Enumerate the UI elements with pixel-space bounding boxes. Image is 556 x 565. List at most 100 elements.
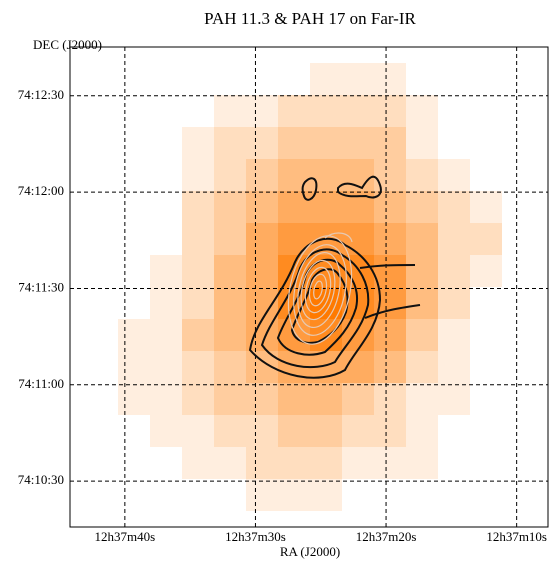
- contour: [324, 232, 353, 243]
- heatmap-cell: [214, 287, 246, 319]
- heatmap-cell: [150, 287, 182, 319]
- heatmap-cell: [438, 191, 470, 223]
- heatmap-cell: [246, 415, 278, 447]
- heatmap-cell: [470, 223, 502, 255]
- heatmap-cell: [182, 319, 214, 351]
- heatmap-cell: [374, 159, 406, 191]
- heatmap-cell: [342, 127, 374, 159]
- contour: [260, 248, 370, 369]
- heatmap-cell: [310, 95, 342, 127]
- heatmap-cell: [310, 159, 342, 191]
- heatmap-cell: [182, 415, 214, 447]
- heatmap-cell: [310, 127, 342, 159]
- heatmap-cell: [246, 95, 278, 127]
- x-tick-label: 12h37m20s: [356, 529, 417, 544]
- heatmap-cell: [374, 415, 406, 447]
- heatmap-cell: [150, 319, 182, 351]
- heatmap-cell: [278, 159, 310, 191]
- heatmap-cell: [278, 223, 310, 255]
- heatmap-cell: [214, 127, 246, 159]
- heatmap-cell: [118, 351, 150, 383]
- x-tick-label: 12h37m10s: [486, 529, 547, 544]
- heatmap-cell: [182, 127, 214, 159]
- contour: [308, 273, 328, 307]
- heatmap-cell: [214, 383, 246, 415]
- contour: [364, 304, 421, 319]
- x-axis-label: RA (J2000): [280, 544, 340, 559]
- heatmap-cell: [246, 159, 278, 191]
- contour: [313, 280, 323, 300]
- heatmap-cell: [214, 223, 246, 255]
- heatmap-cell: [310, 415, 342, 447]
- contours-light: [287, 232, 353, 345]
- heatmap-cell: [278, 127, 310, 159]
- heatmap-cell: [438, 351, 470, 383]
- heatmap-cell: [118, 383, 150, 415]
- heatmap-cell: [182, 159, 214, 191]
- y-tick-label: 74:12:00: [18, 183, 64, 198]
- heatmap-cell: [278, 479, 310, 511]
- plot-frame: [69, 46, 549, 528]
- heatmap-cell: [182, 223, 214, 255]
- heatmap-cell: [246, 383, 278, 415]
- y-tick-label: 74:11:30: [18, 279, 64, 294]
- heatmap-cell: [374, 191, 406, 223]
- heatmap-cell: [374, 255, 406, 287]
- heatmap-cell: [406, 159, 438, 191]
- heatmap-cell: [406, 127, 438, 159]
- heatmap-cell: [214, 351, 246, 383]
- heatmap-cell: [310, 383, 342, 415]
- contour: [337, 175, 382, 199]
- heatmap-cell: [342, 63, 374, 95]
- heatmap-cell: [342, 95, 374, 127]
- heatmap-cell: [438, 319, 470, 351]
- heatmap-cell: [246, 191, 278, 223]
- y-tick-label: 74:10:30: [18, 472, 64, 487]
- heatmap-cell: [406, 351, 438, 383]
- contour: [301, 177, 318, 201]
- heatmap-cell: [374, 383, 406, 415]
- x-tick-label: 12h37m40s: [95, 529, 156, 544]
- heatmap-cell: [438, 255, 470, 287]
- heatmap: [118, 63, 502, 511]
- heatmap-cell: [182, 351, 214, 383]
- heatmap-cell: [182, 191, 214, 223]
- heatmap-cell: [374, 63, 406, 95]
- heatmap-cell: [182, 447, 214, 479]
- heatmap-cell: [278, 447, 310, 479]
- heatmap-cell: [150, 383, 182, 415]
- heatmap-cell: [374, 223, 406, 255]
- heatmap-cell: [214, 159, 246, 191]
- heatmap-cell: [406, 191, 438, 223]
- heatmap-cell: [374, 95, 406, 127]
- heatmap-cell: [374, 351, 406, 383]
- contour: [293, 244, 347, 336]
- heatmap-cell: [406, 255, 438, 287]
- contour: [248, 237, 382, 379]
- heatmap-cell: [406, 223, 438, 255]
- heatmap-cell: [438, 223, 470, 255]
- heatmap-cell: [310, 447, 342, 479]
- heatmap-cell: [374, 447, 406, 479]
- heatmap-cell: [278, 95, 310, 127]
- heatmap-cell: [182, 255, 214, 287]
- x-tick-label: 12h37m30s: [225, 529, 286, 544]
- heatmap-cell: [406, 383, 438, 415]
- heatmap-cell: [470, 191, 502, 223]
- heatmap-cell: [278, 415, 310, 447]
- heatmap-cell: [342, 223, 374, 255]
- heatmap-cell: [406, 95, 438, 127]
- heatmap-cell: [214, 191, 246, 223]
- heatmap-cell: [470, 255, 502, 287]
- heatmap-cell: [310, 479, 342, 511]
- heatmap-cell: [278, 191, 310, 223]
- heatmap-cell: [246, 447, 278, 479]
- heatmap-cell: [342, 447, 374, 479]
- heatmap-cell: [214, 255, 246, 287]
- heatmap-cell: [150, 415, 182, 447]
- heatmap-cell: [342, 415, 374, 447]
- heatmap-cell: [246, 223, 278, 255]
- heatmap-cell: [342, 383, 374, 415]
- heatmap-cell: [310, 63, 342, 95]
- contour: [359, 264, 416, 269]
